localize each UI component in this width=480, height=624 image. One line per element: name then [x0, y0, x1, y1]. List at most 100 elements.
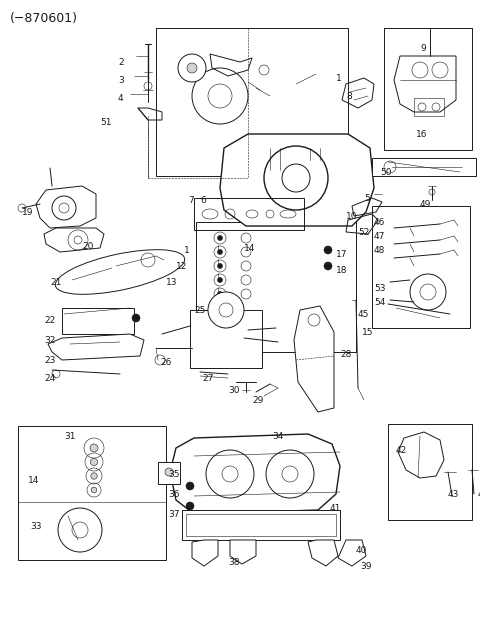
Text: 36: 36: [168, 490, 180, 499]
Circle shape: [208, 292, 244, 328]
Text: 5: 5: [364, 194, 370, 203]
Polygon shape: [398, 432, 444, 478]
Text: 45: 45: [358, 310, 370, 319]
Text: 15: 15: [362, 328, 373, 337]
Bar: [190, 310, 262, 368]
Text: 17: 17: [336, 250, 348, 259]
Text: 24: 24: [44, 374, 55, 383]
Text: 39: 39: [360, 562, 372, 571]
Text: 12: 12: [176, 262, 187, 271]
Circle shape: [186, 482, 194, 490]
Polygon shape: [308, 540, 338, 566]
Text: 14: 14: [28, 476, 39, 485]
Text: 30: 30: [228, 386, 240, 395]
Text: 26: 26: [160, 358, 171, 367]
Text: 53: 53: [374, 284, 385, 293]
Polygon shape: [294, 306, 334, 412]
Circle shape: [178, 54, 206, 82]
Text: 33: 33: [30, 522, 41, 531]
Bar: [158, 462, 180, 484]
Text: 13: 13: [166, 278, 178, 287]
Circle shape: [217, 263, 223, 268]
Text: 28: 28: [340, 350, 351, 359]
Polygon shape: [220, 134, 374, 226]
Text: 18: 18: [336, 266, 348, 275]
Polygon shape: [36, 186, 96, 228]
Circle shape: [91, 487, 97, 493]
Bar: [384, 28, 472, 150]
Text: 9: 9: [420, 44, 426, 53]
Text: 34: 34: [272, 432, 283, 441]
Text: 14: 14: [244, 244, 255, 253]
Text: 46: 46: [374, 218, 385, 227]
Text: 6: 6: [200, 196, 206, 205]
Bar: [156, 28, 348, 176]
Circle shape: [324, 246, 332, 254]
Text: 22: 22: [44, 316, 55, 325]
Text: 35: 35: [168, 470, 180, 479]
Circle shape: [410, 274, 446, 310]
Circle shape: [90, 459, 97, 466]
Text: 31: 31: [64, 432, 75, 441]
Text: 1: 1: [184, 246, 190, 255]
Text: 48: 48: [374, 246, 385, 255]
Bar: [62, 308, 134, 334]
Text: 27: 27: [202, 374, 214, 383]
Text: 42: 42: [396, 446, 407, 455]
Text: 32: 32: [44, 336, 55, 345]
Polygon shape: [44, 228, 104, 252]
Text: 52: 52: [358, 228, 370, 237]
Text: (−870601): (−870601): [10, 12, 78, 25]
Text: 38: 38: [228, 558, 240, 567]
Polygon shape: [394, 56, 456, 112]
Circle shape: [187, 63, 197, 73]
Polygon shape: [48, 334, 144, 360]
Polygon shape: [170, 434, 340, 514]
Circle shape: [186, 502, 194, 510]
Text: 3: 3: [118, 76, 124, 85]
Text: 51: 51: [100, 118, 111, 127]
Circle shape: [217, 235, 223, 240]
Text: 49: 49: [420, 200, 432, 209]
Circle shape: [217, 291, 223, 296]
Text: 1: 1: [336, 74, 342, 83]
Text: 20: 20: [82, 242, 94, 251]
Text: 23: 23: [44, 356, 55, 365]
Text: 29: 29: [252, 396, 264, 405]
Circle shape: [165, 468, 173, 476]
Text: 4: 4: [118, 94, 124, 103]
Circle shape: [91, 473, 97, 479]
Bar: [18, 426, 166, 560]
Circle shape: [217, 278, 223, 283]
Bar: [182, 510, 340, 540]
Text: 25: 25: [194, 306, 205, 315]
Text: 41: 41: [330, 504, 341, 513]
Polygon shape: [192, 540, 218, 566]
Text: 2: 2: [118, 58, 124, 67]
Text: 16: 16: [416, 130, 428, 139]
Text: 44: 44: [478, 490, 480, 499]
Circle shape: [217, 250, 223, 255]
Text: 47: 47: [374, 232, 385, 241]
Circle shape: [324, 262, 332, 270]
Text: 40: 40: [356, 546, 367, 555]
Text: 54: 54: [374, 298, 385, 307]
Text: 19: 19: [22, 208, 34, 217]
Text: 43: 43: [448, 490, 459, 499]
Bar: [186, 514, 336, 536]
Polygon shape: [338, 540, 366, 566]
Bar: [194, 198, 304, 230]
Text: 7: 7: [188, 196, 194, 205]
Bar: [372, 158, 476, 176]
Text: 21: 21: [50, 278, 61, 287]
Circle shape: [90, 444, 98, 452]
Bar: [196, 222, 356, 352]
Text: 10: 10: [346, 212, 358, 221]
Polygon shape: [230, 540, 256, 564]
Bar: [372, 206, 470, 328]
Bar: [388, 424, 472, 520]
Text: 37: 37: [168, 510, 180, 519]
Text: 50: 50: [380, 168, 392, 177]
Circle shape: [132, 314, 140, 322]
Bar: [414, 98, 444, 116]
